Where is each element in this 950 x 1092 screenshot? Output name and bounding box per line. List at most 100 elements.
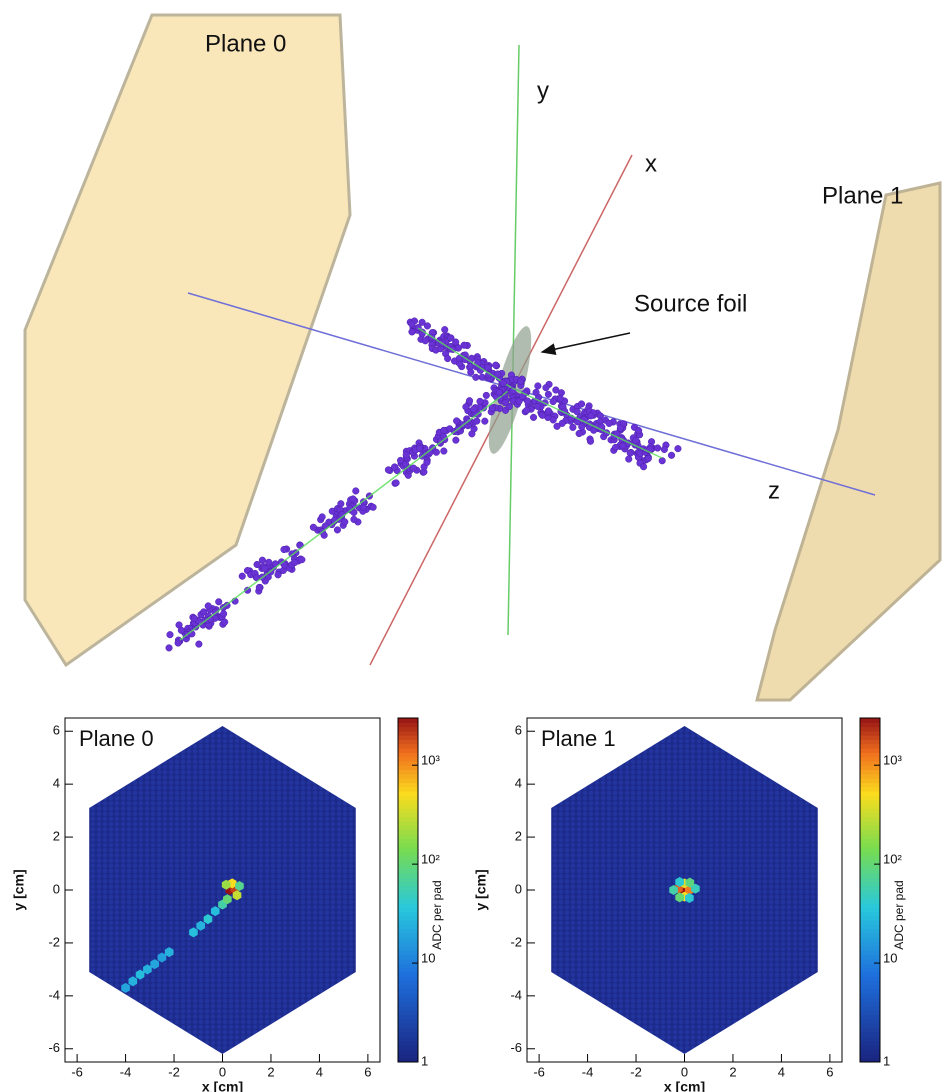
track-dot [578, 423, 586, 431]
colorbar-strip [398, 829, 418, 835]
x-tick-label: 4 [316, 1064, 323, 1079]
colorbar-strip [398, 748, 418, 753]
track-dot [577, 400, 586, 408]
track-dot [532, 388, 540, 396]
track-dot [587, 412, 595, 420]
colorbar-strip [398, 765, 418, 771]
y-tick-label: 0 [53, 881, 60, 896]
y-tick-label: -6 [510, 1040, 522, 1055]
track-dot [298, 556, 306, 564]
pad-hit [210, 906, 220, 917]
axis-y [507, 44, 520, 636]
colorbar-strip [398, 1057, 418, 1063]
track-dot [492, 361, 500, 369]
colorbar-strip [860, 933, 880, 938]
plane-0 [23, 13, 352, 668]
track-dot [534, 402, 542, 410]
track-dot [523, 406, 531, 414]
colorbar-strip [860, 881, 880, 887]
colorbar-strip [398, 997, 418, 1003]
x-tick-label: -2 [630, 1064, 642, 1079]
x-tick-label: -4 [582, 1064, 594, 1079]
colorbar-strip [398, 907, 418, 912]
pad-hit [164, 947, 174, 958]
z-tick-label: 10² [421, 852, 440, 867]
colorbar-strip [398, 1044, 418, 1050]
pad-hit [157, 952, 167, 963]
colorbar-strip [860, 1049, 880, 1054]
y-tick-label: 6 [515, 723, 522, 738]
colorbar-strip [398, 911, 418, 917]
colorbar-strip [398, 1023, 418, 1029]
plot-title: Plane 0 [79, 726, 154, 751]
track-dot [423, 458, 431, 466]
y-tick-label: 0 [515, 881, 522, 896]
track-dot [573, 408, 581, 416]
track-dot [258, 556, 266, 564]
track-dot [575, 429, 583, 438]
track-dot [452, 338, 460, 346]
colorbar-strip [398, 864, 418, 869]
pad-hit [135, 969, 145, 980]
track-dot [644, 455, 652, 463]
track-dot [421, 337, 429, 345]
colorbar-strip [860, 726, 880, 732]
colorbar-strip [398, 718, 418, 723]
colorbar-strip [860, 804, 880, 809]
track-dot [320, 531, 328, 539]
track-dot [494, 370, 502, 378]
colorbar-strip [398, 743, 418, 749]
y-tick-label: -2 [510, 934, 522, 949]
colorbar-strip [398, 1036, 418, 1041]
colorbar-strip [860, 799, 880, 805]
colorbar-strip [860, 902, 880, 908]
colorbar-strip [860, 743, 880, 749]
colorbar-strip [398, 954, 418, 960]
colorbar-strip [860, 945, 880, 951]
colorbar-strip [860, 1001, 880, 1007]
colorbar-strip [398, 872, 418, 878]
track-dot [274, 571, 282, 579]
colorbar-strip [860, 894, 880, 900]
z-tick-label: 10³ [883, 753, 902, 768]
colorbar-strip [860, 847, 880, 852]
colorbar-strip [860, 778, 880, 783]
x-tick-label: 0 [681, 1064, 688, 1079]
colorbar-strip [860, 834, 880, 839]
colorbar-strip [398, 1049, 418, 1054]
colorbar-strip [398, 967, 418, 973]
track-core [417, 327, 513, 389]
track-dot [200, 608, 208, 616]
plane-label: Plane 1 [822, 182, 903, 209]
heatmap: -6 -4 -2 0 2 4 6 -6 -4 -2 0 2 4 6 x [cm] y [cm] Plane 0 1… [11, 717, 444, 1092]
colorbar-strip [860, 756, 880, 762]
colorbar-strip [398, 976, 418, 981]
pad-hit [232, 890, 242, 901]
colorbar-strip [398, 825, 418, 831]
colorbar-strip [398, 782, 418, 788]
track-dot [453, 417, 461, 425]
track-dot [549, 398, 557, 406]
track-dot [473, 417, 481, 425]
track-dot [552, 386, 560, 394]
x-tick-label: 6 [364, 1064, 371, 1079]
pad-hit [128, 976, 138, 987]
colorbar-strip [860, 864, 880, 869]
colorbar-strip [860, 816, 880, 822]
colorbar-strip [398, 730, 418, 736]
colorbar-strip [398, 752, 418, 758]
y-axis-title: y [cm] [11, 869, 27, 910]
track-dot [635, 426, 643, 435]
track-dot [220, 610, 228, 618]
colorbar-strip [398, 821, 418, 826]
plane-label: Plane 0 [205, 30, 286, 57]
colorbar-strip [860, 950, 880, 955]
colorbar-strip [398, 937, 418, 943]
colorbar-frame [859, 717, 881, 1063]
track-dot [632, 437, 640, 445]
x-tick-label: 2 [729, 1064, 736, 1079]
colorbar-strip [398, 1027, 418, 1033]
pad-hit [150, 959, 159, 970]
axis-label: z [768, 477, 780, 504]
